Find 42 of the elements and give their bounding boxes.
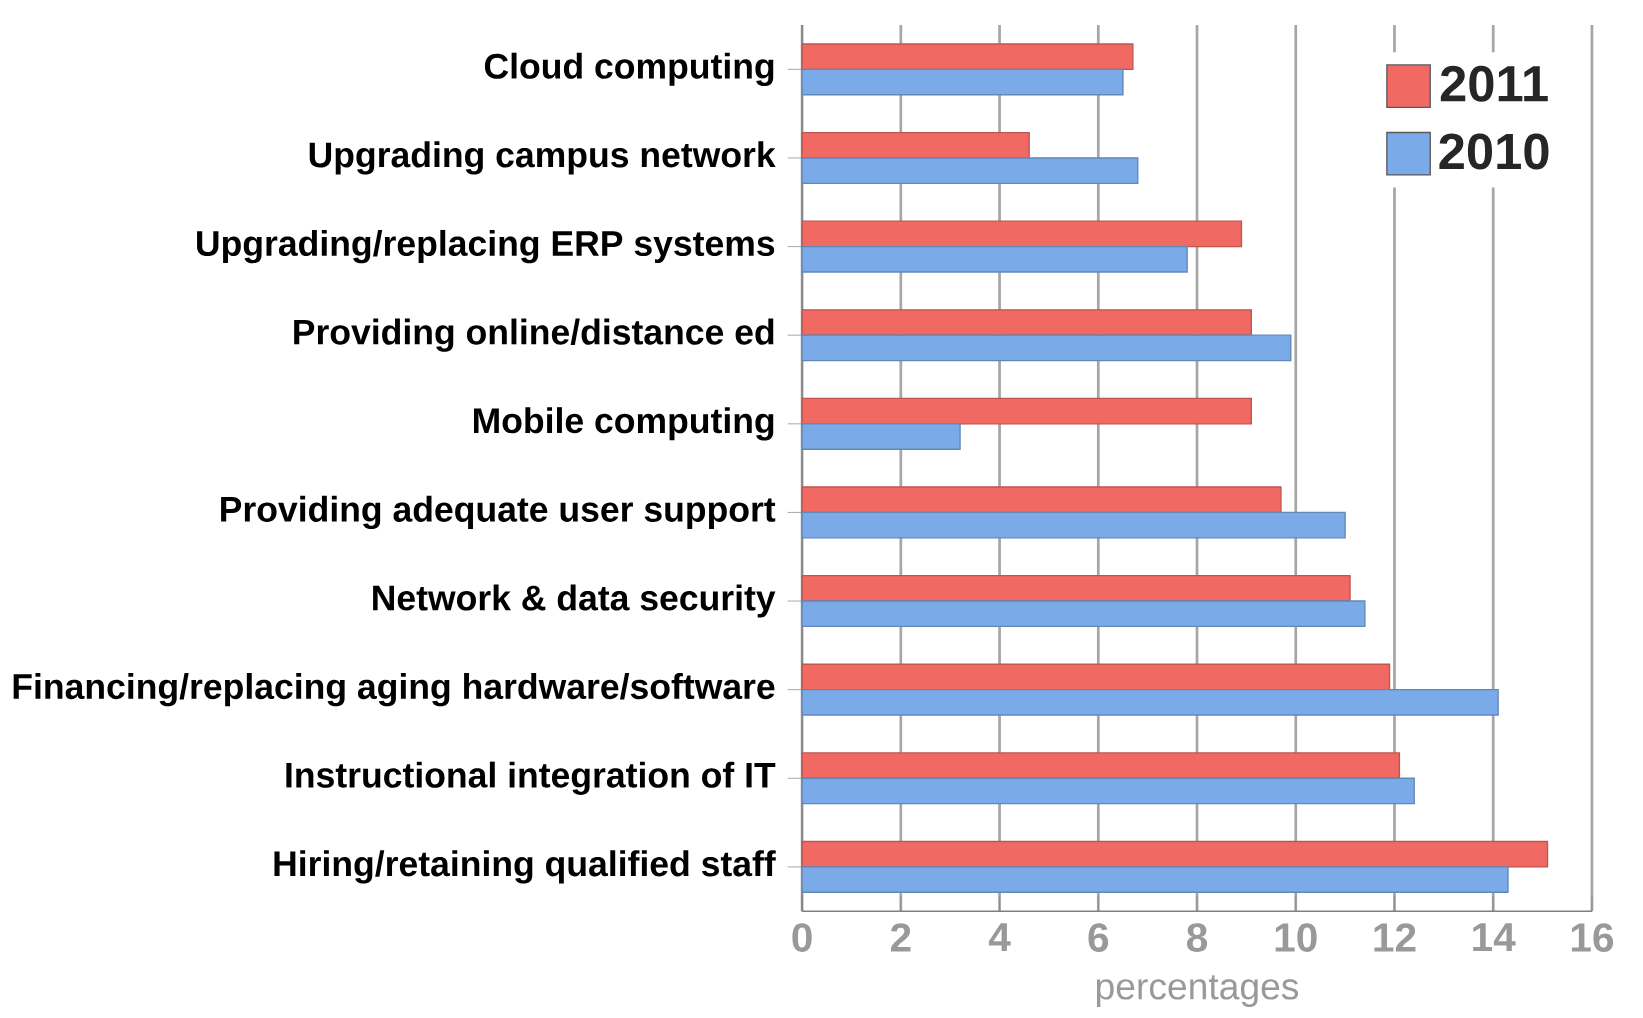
bar	[801, 68, 1124, 96]
y-tick-label: Providing adequate user support	[221, 495, 776, 529]
y-tick-label: Network & data security	[373, 584, 776, 618]
bar	[801, 423, 961, 450]
bar	[801, 43, 1134, 70]
bar	[801, 511, 1346, 539]
y-tick-label: Cloud computing	[484, 52, 774, 86]
y-tick-label: Instructional integration of IT	[286, 761, 776, 795]
legend-label: 2010	[1439, 133, 1549, 170]
x-tick-label: 10	[1275, 923, 1317, 952]
bar	[801, 574, 1351, 602]
bar	[801, 840, 1549, 868]
bar	[801, 334, 1292, 362]
bar	[801, 157, 1139, 184]
x-tick-label: 0	[792, 923, 812, 952]
bar	[801, 397, 1252, 425]
y-tick-label: Upgrading campus network	[309, 141, 776, 175]
y-tick-label: Mobile computing	[473, 407, 774, 441]
bar	[801, 220, 1243, 248]
bar	[801, 752, 1401, 779]
bar	[801, 131, 1030, 159]
x-tick-label: 6	[1088, 923, 1109, 952]
bar	[801, 486, 1282, 513]
y-tick-label: Financing/replacing aging hardware/software	[13, 672, 775, 707]
bar	[801, 309, 1252, 336]
bar	[801, 600, 1366, 627]
y-tick-label: Hiring/retaining qualified staff	[274, 850, 776, 884]
x-tick-label: 4	[988, 923, 1011, 951]
y-tick-label: Upgrading/replacing ERP systems	[197, 229, 775, 264]
bar	[801, 866, 1509, 893]
legend-label: 2011	[1440, 65, 1548, 102]
x-tick-label: 16	[1571, 923, 1614, 952]
bar	[801, 688, 1499, 716]
y-tick-label: Providing online/distance ed	[294, 318, 774, 352]
x-tick-label: 14	[1473, 923, 1516, 951]
x-tick-label: 2	[890, 923, 911, 952]
x-tick-label: 8	[1186, 923, 1208, 952]
bar	[801, 245, 1188, 273]
bar	[801, 777, 1415, 805]
x-tick-label: 12	[1374, 923, 1416, 952]
bar	[801, 663, 1391, 691]
x-axis-title: percentages	[1096, 975, 1299, 1007]
